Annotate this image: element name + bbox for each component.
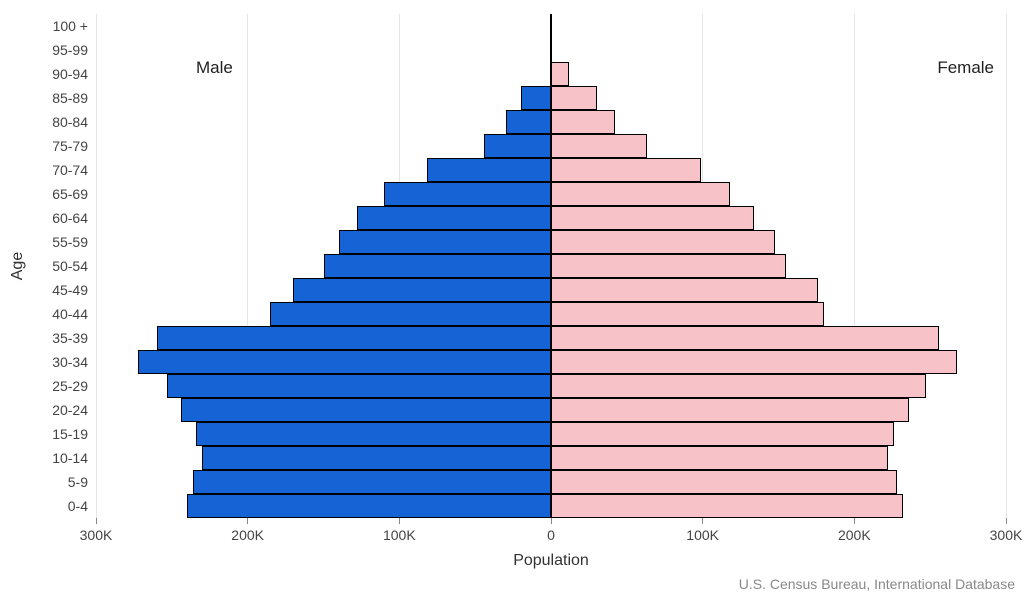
x-tick-label: 0 [547, 528, 555, 542]
male-bar [187, 494, 551, 518]
female-bar [551, 230, 775, 254]
y-tick-label: 50-54 [52, 259, 88, 273]
series-label-female: Female [937, 58, 994, 78]
gridline [1006, 14, 1007, 518]
female-bar [551, 206, 754, 230]
female-bar [551, 62, 569, 86]
female-bar [551, 446, 888, 470]
x-tick-mark [399, 518, 400, 524]
y-tick-label: 100 + [53, 19, 88, 33]
x-tick-label: 200K [838, 528, 871, 542]
y-tick-label: 70-74 [52, 163, 88, 177]
x-tick-label: 200K [231, 528, 264, 542]
male-bar [521, 86, 551, 110]
male-bar [384, 182, 551, 206]
y-tick-label: 20-24 [52, 403, 88, 417]
y-tick-label: 15-19 [52, 427, 88, 441]
male-bar [270, 302, 551, 326]
female-bar [551, 494, 903, 518]
y-axis-title: Age [9, 252, 27, 280]
x-tick-mark [1006, 518, 1007, 524]
x-tick-mark [551, 518, 552, 524]
male-bar [181, 398, 551, 422]
center-line [550, 14, 552, 518]
y-tick-label: 65-69 [52, 187, 88, 201]
y-tick-label: 85-89 [52, 91, 88, 105]
male-bar [138, 350, 551, 374]
x-tick-mark [247, 518, 248, 524]
y-tick-label: 40-44 [52, 307, 88, 321]
female-bar [551, 374, 926, 398]
male-bar [167, 374, 551, 398]
y-tick-label: 25-29 [52, 379, 88, 393]
source-note: U.S. Census Bureau, International Databa… [739, 576, 1015, 592]
male-bar [157, 326, 551, 350]
female-bar [551, 158, 701, 182]
y-tick-label: 5-9 [68, 475, 88, 489]
y-tick-label: 75-79 [52, 139, 88, 153]
x-tick-label: 100K [686, 528, 719, 542]
male-bar [293, 278, 551, 302]
female-bar [551, 398, 909, 422]
female-bar [551, 350, 957, 374]
x-tick-mark [96, 518, 97, 524]
y-tick-label: 10-14 [52, 451, 88, 465]
y-tick-label: 95-99 [52, 43, 88, 57]
x-tick-mark [854, 518, 855, 524]
x-tick-label: 300K [80, 528, 113, 542]
male-bar [196, 422, 551, 446]
x-tick-mark [702, 518, 703, 524]
gridline [96, 14, 97, 518]
y-tick-label: 45-49 [52, 283, 88, 297]
female-bar [551, 326, 939, 350]
y-tick-label: 60-64 [52, 211, 88, 225]
female-bar [551, 86, 597, 110]
y-tick-label: 30-34 [52, 355, 88, 369]
female-bar [551, 254, 786, 278]
female-bar [551, 422, 894, 446]
y-tick-label: 55-59 [52, 235, 88, 249]
male-bar [427, 158, 551, 182]
female-bar [551, 110, 615, 134]
male-bar [202, 446, 551, 470]
plot-area [96, 14, 1006, 518]
x-tick-label: 100K [383, 528, 416, 542]
x-axis-title: Population [513, 552, 589, 570]
female-bar [551, 182, 730, 206]
y-tick-label: 80-84 [52, 115, 88, 129]
y-tick-label: 35-39 [52, 331, 88, 345]
male-bar [339, 230, 551, 254]
series-label-male: Male [196, 58, 233, 78]
male-bar [324, 254, 552, 278]
male-bar [484, 134, 551, 158]
y-tick-label: 0-4 [68, 499, 88, 513]
female-bar [551, 278, 818, 302]
male-bar [357, 206, 551, 230]
male-bar [193, 470, 551, 494]
x-tick-label: 300K [990, 528, 1023, 542]
y-tick-label: 90-94 [52, 67, 88, 81]
female-bar [551, 134, 647, 158]
population-pyramid-chart: Age Population Male Female U.S. Census B… [0, 0, 1029, 600]
female-bar [551, 470, 897, 494]
male-bar [506, 110, 552, 134]
female-bar [551, 302, 824, 326]
